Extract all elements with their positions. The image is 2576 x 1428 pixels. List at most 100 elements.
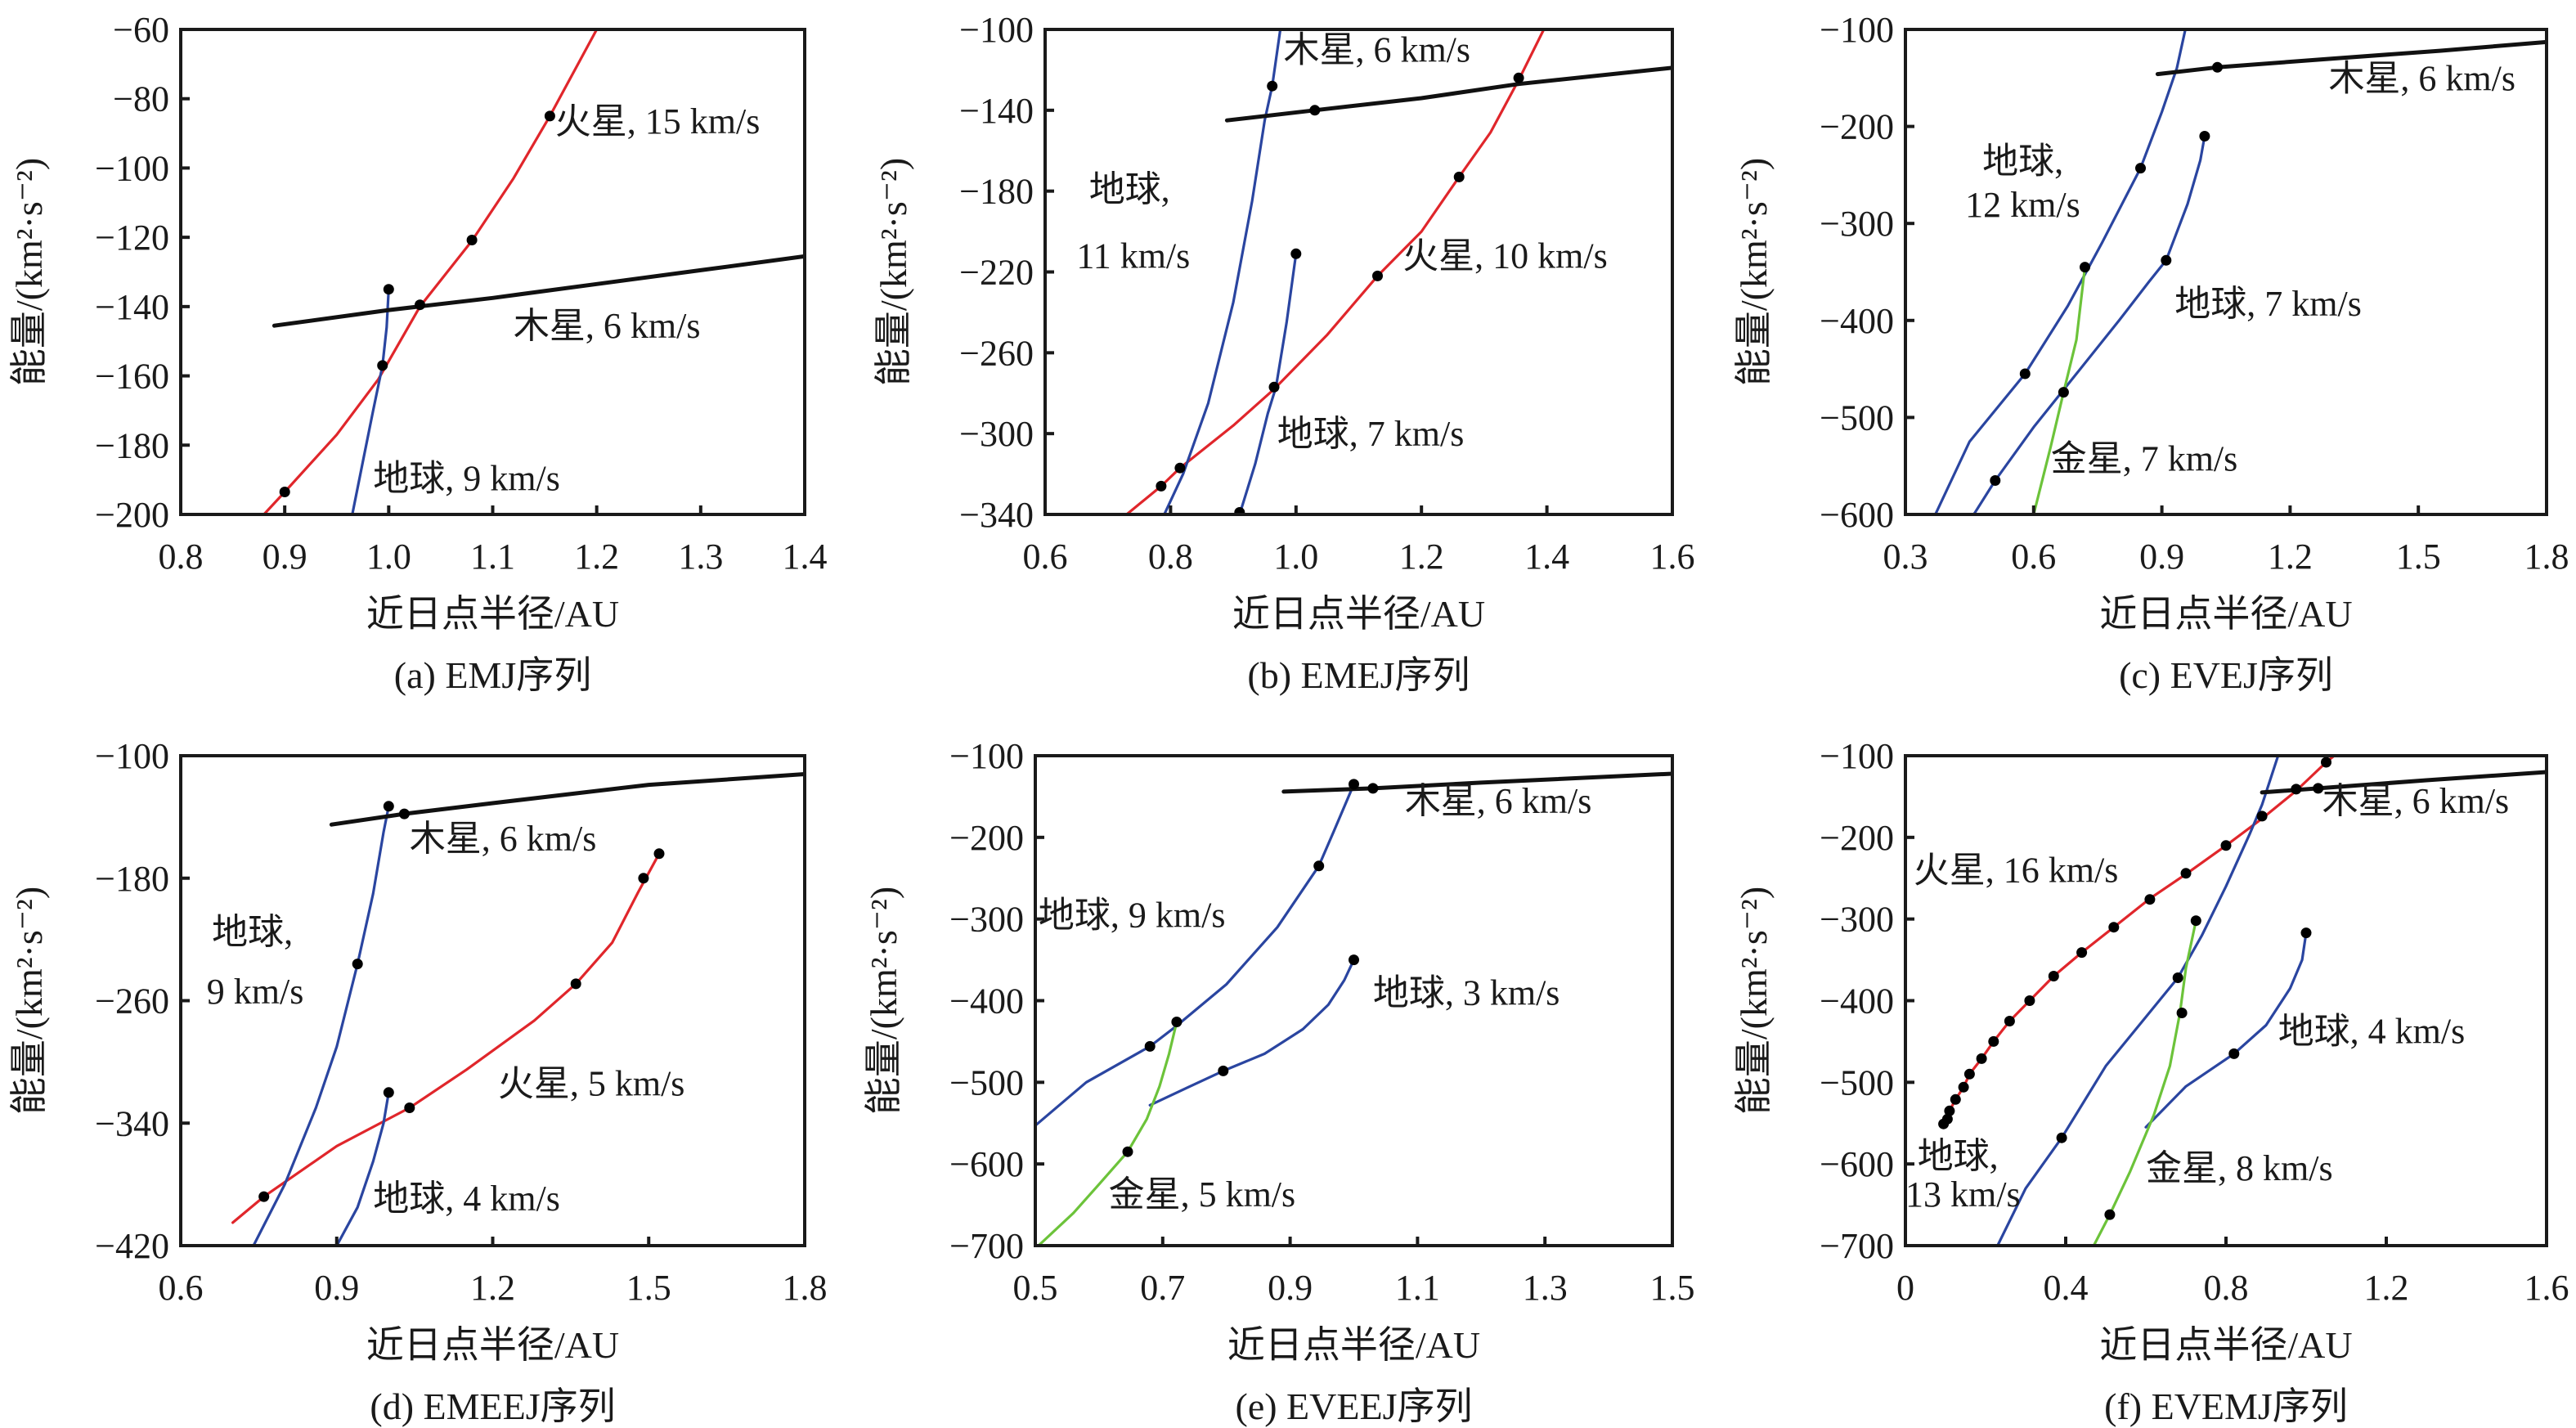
data-point-mars-0 [2108,922,2120,933]
x-tick-label: 0.9 [263,537,307,577]
y-tick-label: −160 [95,357,169,397]
panel-caption: (d) EMEEJ序列 [370,1385,615,1427]
data-point-earth-1 [2199,131,2210,141]
y-tick-label: −260 [959,333,1034,373]
x-tick-label: 1.2 [1399,537,1444,577]
y-tick-label: −700 [949,1226,1024,1266]
x-tick-label: 1.2 [470,1268,515,1308]
x-tick-label: 1.1 [470,537,515,577]
y-tick-label: −600 [949,1144,1024,1184]
series-line-earth-1 [252,805,390,1246]
data-point-mars-0 [1958,1081,1969,1093]
y-tick-label: −140 [95,287,169,327]
data-point-earth-1 [1267,80,1278,92]
x-tick-label: 1.6 [2524,1268,2569,1308]
x-axis-label: 近日点半径/AU [2099,593,2352,635]
series-annotation: 13 km/s [1905,1174,2021,1215]
x-tick-label: 1.8 [783,1268,828,1308]
series-annotation: 火星, 15 km/s [555,101,761,141]
plot-area [231,772,805,1246]
x-tick-label: 0.5 [1013,1268,1058,1308]
x-axis-label: 近日点半径/AU [1227,1324,1480,1366]
series-annotation: 地球, 7 km/s [2174,284,2362,324]
data-point-mars-0 [1268,381,1280,393]
chart-panel-e: 0.5 0.7 0.9 1.1 1.3 1.5 −700 −600 −500 −400 −300 −2… [863,736,1695,1427]
y-tick-label: −200 [1820,818,1894,858]
x-tick-label: 0.7 [1140,1268,1185,1308]
y-tick-label: −200 [95,495,169,535]
chart-panel-a: 0.8 0.9 1.0 1.1 1.2 1.3 1.4 −200 −180 −160 −140 −12… [8,10,828,696]
y-tick-label: −500 [1820,397,1894,438]
data-point-mars-0 [1941,1113,1953,1125]
data-point-earth-2 [1234,507,1245,514]
series-annotation: 木星, 6 km/s [1283,30,1470,70]
y-tick-label: −260 [95,981,169,1022]
series-annotation: 地球, 4 km/s [373,1179,560,1219]
y-tick-label: −400 [1820,981,1894,1022]
series-line-earth-1 [351,288,390,514]
y-tick-label: −340 [95,1103,169,1143]
data-point-mars-0 [544,110,555,122]
series-line-earth-2 [1238,252,1298,514]
x-tick-label: 1.5 [1650,1268,1695,1308]
series-annotation: 12 km/s [1965,185,2080,225]
y-tick-label: −180 [95,859,169,899]
x-tick-label: 0.8 [1148,537,1193,577]
y-tick-label: −340 [959,495,1034,535]
x-tick-label: 1.2 [2364,1268,2409,1308]
series-line-jupiter-3 [1224,65,1672,123]
x-tick-label: 1.0 [366,537,411,577]
y-tick-label: −80 [113,79,169,119]
y-tick-label: −180 [95,425,169,465]
data-point-earth-1 [352,959,363,970]
data-point-mars-0 [2024,995,2035,1006]
y-tick-label: −220 [959,253,1034,293]
data-point-venus-2 [1122,1146,1133,1157]
series-annotation: 金星, 7 km/s [2051,439,2238,479]
series-annotation: 11 km/s [1076,236,1190,276]
data-point-mars-0 [2321,757,2331,768]
data-point-earth-0 [2019,368,2031,379]
data-point-earth-1 [2161,254,2172,266]
series-line-earth-0 [1035,783,1356,1127]
y-axis-label: 能量/(km²·s⁻²) [1733,887,1775,1115]
data-point-mars-0 [653,848,665,860]
x-tick-label: 0.9 [1268,1268,1313,1308]
data-point-mars-0 [1174,462,1186,474]
series-annotation: 木星, 6 km/s [2328,59,2515,99]
y-tick-label: −100 [1820,10,1894,50]
data-point-earth-0 [1313,860,1325,872]
x-tick-label: 1.4 [783,537,828,577]
data-point-jupiter-3 [1367,783,1379,794]
series-line-earth-1 [1148,959,1356,1107]
data-point-earth-2 [2228,1048,2240,1059]
x-axis-label: 近日点半径/AU [1232,593,1485,635]
y-tick-label: −120 [95,218,169,258]
y-tick-label: −180 [959,172,1034,212]
x-tick-label: 1.1 [1395,1268,1440,1308]
y-tick-label: −140 [959,91,1034,131]
series-annotation: 地球, 9 km/s [1039,896,1226,936]
series-line-jupiter-3 [1281,771,1672,794]
data-point-earth-1 [2172,972,2183,983]
plot-area [1125,29,1672,514]
data-point-venus-3 [2190,915,2201,927]
data-point-mars-0 [2291,784,2302,795]
y-tick-label: −300 [1820,900,1894,940]
series-annotation: 地球, [1918,1136,1999,1176]
data-point-mars-0 [1963,1068,1975,1080]
x-tick-label: 0.8 [159,537,204,577]
x-tick-label: 1.0 [1273,537,1318,577]
x-tick-label: 0.3 [1883,537,1928,577]
y-tick-label: −600 [1820,495,1894,535]
x-tick-label: 0.9 [314,1268,359,1308]
data-point-venus-2 [2080,262,2090,273]
data-point-earth-1 [1218,1065,1229,1076]
data-point-mars-0 [1988,1035,1999,1047]
data-point-jupiter-4 [2313,783,2324,794]
data-point-earth-1 [2056,1132,2067,1143]
series-line-mars-0 [231,852,661,1224]
y-tick-label: −600 [1820,1144,1894,1184]
y-tick-label: −100 [95,736,169,776]
y-tick-label: −300 [1820,204,1894,244]
